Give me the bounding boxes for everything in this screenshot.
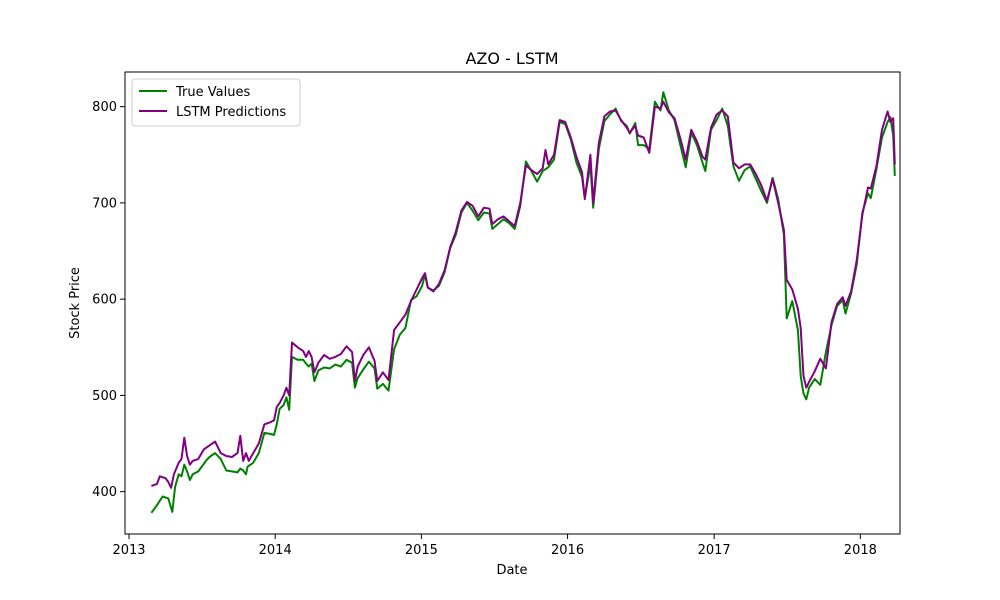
legend-label-lstm-predictions: LSTM Predictions (176, 105, 286, 120)
y-tick-label: 700 (92, 196, 117, 211)
series-layer (150, 91, 896, 514)
x-axis: 2013 2014 2015 2016 2017 2018 (112, 534, 877, 558)
legend-label-true-values: True Values (175, 85, 250, 100)
chart-title: AZO - LSTM (465, 49, 558, 68)
x-tick-label: 2016 (551, 543, 584, 558)
legend-box (131, 78, 301, 127)
y-axis-label: Stock Price (68, 267, 83, 339)
y-tick-label: 400 (92, 485, 117, 500)
plot-area (124, 71, 901, 535)
plot-frame (124, 71, 901, 535)
x-tick-label: 2014 (259, 543, 292, 558)
y-tick-label: 600 (92, 293, 117, 308)
x-axis-label: Date (496, 563, 527, 578)
plot-background (125, 72, 900, 534)
y-axis: 400 500 600 700 800 (92, 100, 125, 500)
y-tick-label: 800 (92, 100, 117, 115)
y-tick-label: 500 (92, 389, 117, 404)
x-tick-label: 2018 (844, 543, 877, 558)
x-tick-label: 2015 (405, 543, 438, 558)
x-tick-label: 2013 (112, 543, 145, 558)
x-tick-label: 2017 (698, 543, 731, 558)
legend: True Values LSTM Predictions (131, 78, 301, 127)
series-line-lstm-predictions (151, 100, 896, 489)
